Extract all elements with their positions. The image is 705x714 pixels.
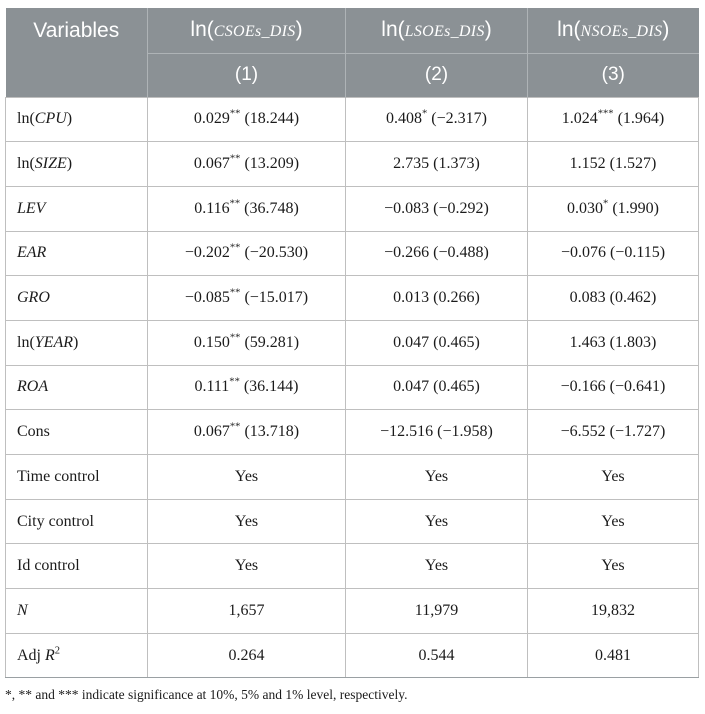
value-cell: 0.408* (−2.317) xyxy=(345,96,528,143)
value-cell: −0.202** (−20.530) xyxy=(147,230,346,277)
row-label: Id control xyxy=(5,543,148,590)
value-cell: 0.116** (36.748) xyxy=(147,185,346,232)
header-ln-prefix: ln( xyxy=(190,18,214,42)
value-cell: 0.013 (0.266) xyxy=(345,275,528,321)
row-label: Cons xyxy=(5,409,148,455)
row-label: N xyxy=(5,588,148,634)
table-row: ln(CPU) 0.029** (18.244) 0.408* (−2.317) 1.… xyxy=(5,96,699,143)
value-cell: 0.544 xyxy=(345,632,528,679)
value-cell: 0.029** (18.244) xyxy=(147,96,346,143)
header-col-csoes: ln(CSOEs_DIS) xyxy=(147,8,346,53)
value-cell: Yes xyxy=(147,454,346,500)
row-label: Adj R2 xyxy=(5,632,148,679)
header-var-name: CSOEs_DIS xyxy=(213,23,296,41)
header-ln-suffix: ) xyxy=(295,18,303,42)
value-cell: 0.150** (59.281) xyxy=(147,319,346,366)
table-header: Variables ln(CSOEs_DIS) ln(LSOEs_DIS) ln… xyxy=(5,8,699,97)
header-col-lsoes: ln(LSOEs_DIS) xyxy=(345,8,528,53)
row-label: City control xyxy=(5,498,148,545)
row-label: ROA xyxy=(5,364,148,411)
value-cell: −12.516 (−1.958) xyxy=(345,409,528,455)
table-row: EAR −0.202** (−20.530) −0.266 (−0.488) −0.0… xyxy=(5,230,699,277)
table-row: Time control Yes Yes Yes xyxy=(5,454,699,500)
header-ln-suffix: ) xyxy=(484,18,492,42)
value-cell: −0.083 (−0.292) xyxy=(345,185,528,232)
value-cell: −0.166 (−0.641) xyxy=(527,364,699,411)
header-ln-prefix: ln( xyxy=(381,18,405,42)
regression-results-table: Variables ln(CSOEs_DIS) ln(LSOEs_DIS) ln… xyxy=(5,8,699,679)
table-row: City control Yes Yes Yes xyxy=(5,498,699,545)
significance-footnote: *, ** and *** indicate significance at 1… xyxy=(5,687,408,703)
table-row: ln(YEAR) 0.150** (59.281) 0.047 (0.465) 1.4… xyxy=(5,319,699,366)
value-cell: 11,979 xyxy=(345,588,528,634)
value-cell: 1,657 xyxy=(147,588,346,634)
value-cell: Yes xyxy=(345,498,528,545)
value-cell: 1.463 (1.803) xyxy=(527,319,699,366)
table-row: LEV 0.116** (36.748) −0.083 (−0.292) 0.030*… xyxy=(5,185,699,232)
row-label: ln(YEAR) xyxy=(5,319,148,366)
table-row: Id control Yes Yes Yes xyxy=(5,543,699,590)
row-label: ln(SIZE) xyxy=(5,141,148,187)
header-ln-prefix: ln( xyxy=(557,18,581,42)
header-var-name: NSOEs_DIS xyxy=(580,23,663,41)
value-cell: 19,832 xyxy=(527,588,699,634)
value-cell: Yes xyxy=(345,454,528,500)
value-cell: 0.047 (0.465) xyxy=(345,319,528,366)
row-label: EAR xyxy=(5,230,148,277)
value-cell: 1.152 (1.527) xyxy=(527,141,699,187)
value-cell: 0.067** (13.209) xyxy=(147,141,346,187)
value-cell: Yes xyxy=(527,543,699,590)
value-cell: Yes xyxy=(527,498,699,545)
header-ln-suffix: ) xyxy=(662,18,670,42)
value-cell: −6.552 (−1.727) xyxy=(527,409,699,455)
value-cell: 1.024*** (1.964) xyxy=(527,96,699,143)
value-cell: 0.111** (36.144) xyxy=(147,364,346,411)
value-cell: −0.266 (−0.488) xyxy=(345,230,528,277)
value-cell: Yes xyxy=(147,498,346,545)
table-row: ROA 0.111** (36.144) 0.047 (0.465) −0.166 (… xyxy=(5,364,699,411)
value-cell: Yes xyxy=(147,543,346,590)
value-cell: 0.264 xyxy=(147,632,346,679)
value-cell: 0.030* (1.990) xyxy=(527,185,699,232)
row-label: GRO xyxy=(5,275,148,321)
header-variables: Variables xyxy=(5,8,148,97)
row-label: ln(CPU) xyxy=(5,96,148,143)
value-cell: Yes xyxy=(345,543,528,590)
header-model-2: (2) xyxy=(345,52,528,97)
value-cell: 2.735 (1.373) xyxy=(345,141,528,187)
row-label: LEV xyxy=(5,185,148,232)
header-var-name: LSOEs_DIS xyxy=(404,23,485,41)
table-row: GRO −0.085** (−15.017) 0.013 (0.266) 0.083 … xyxy=(5,275,699,321)
value-cell: 0.067** (13.718) xyxy=(147,409,346,455)
value-cell: 0.481 xyxy=(527,632,699,679)
row-label: Time control xyxy=(5,454,148,500)
value-cell: −0.085** (−15.017) xyxy=(147,275,346,321)
value-cell: −0.076 (−0.115) xyxy=(527,230,699,277)
header-model-1: (1) xyxy=(147,52,346,97)
header-col-nsoes: ln(NSOEs_DIS) xyxy=(527,8,699,53)
table-row: Cons 0.067** (13.718) −12.516 (−1.958) −6.5… xyxy=(5,409,699,455)
table-row: N 1,657 11,979 19,832 xyxy=(5,588,699,634)
table-row: ln(SIZE) 0.067** (13.209) 2.735 (1.373) 1.1… xyxy=(5,141,699,187)
value-cell: Yes xyxy=(527,454,699,500)
value-cell: 0.047 (0.465) xyxy=(345,364,528,411)
table-body: ln(CPU) 0.029** (18.244) 0.408* (−2.317) 1.… xyxy=(5,96,699,679)
value-cell: 0.083 (0.462) xyxy=(527,275,699,321)
table-row: Adj R2 0.264 0.544 0.481 xyxy=(5,632,699,679)
header-model-3: (3) xyxy=(527,52,699,97)
